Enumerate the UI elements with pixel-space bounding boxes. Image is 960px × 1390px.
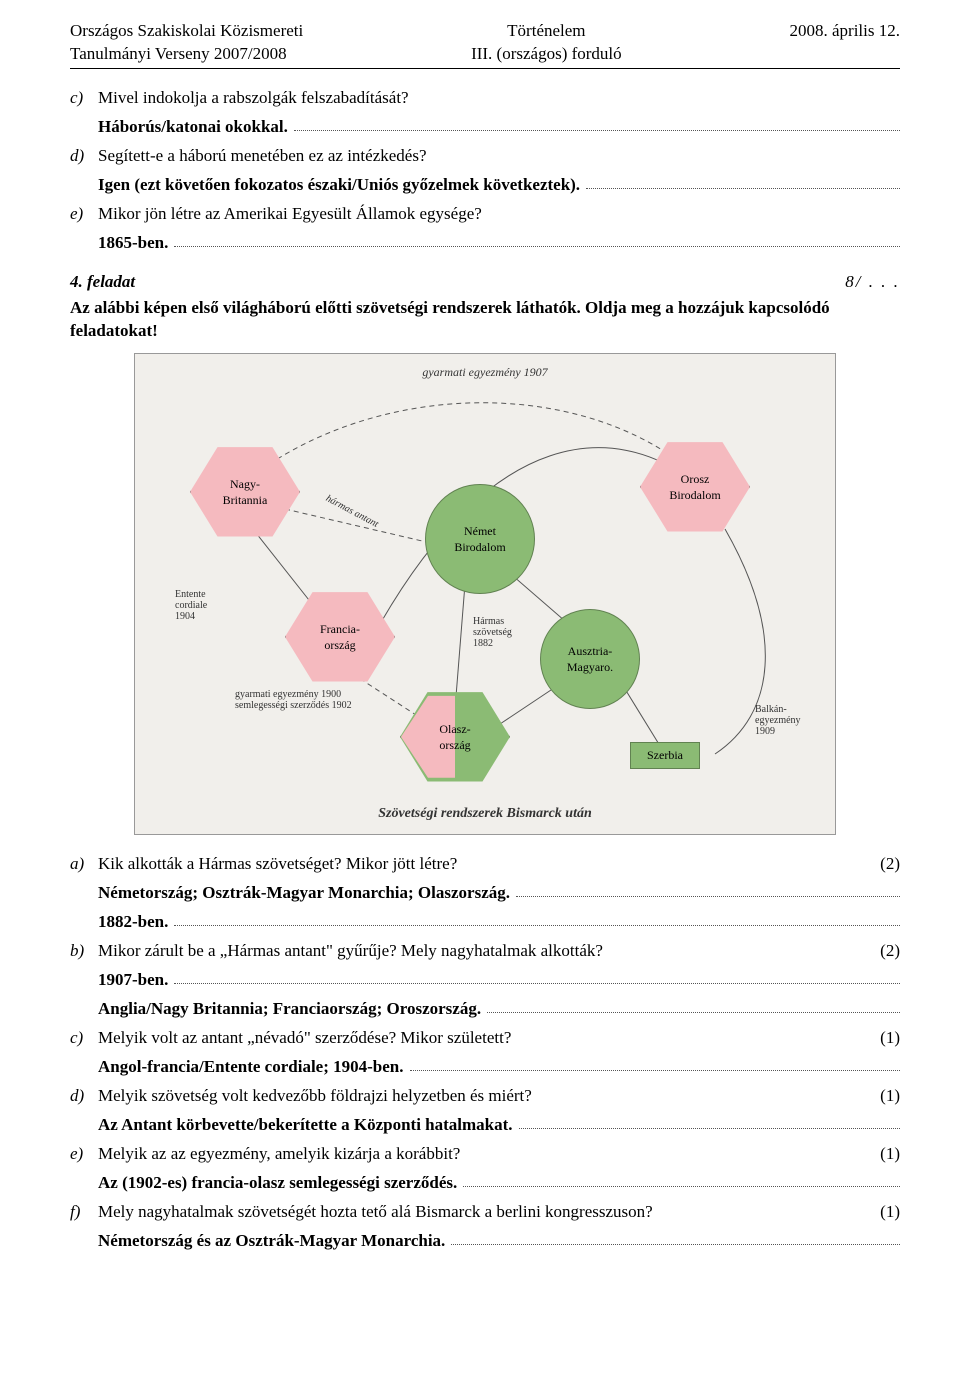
question-letter: c) bbox=[70, 87, 98, 110]
header-center-1: Történelem bbox=[471, 20, 622, 43]
header-right-2: 2008. április 12. bbox=[790, 20, 901, 43]
node-label: Olasz-ország bbox=[439, 721, 470, 753]
question-row: e) Mikor jön létre az Amerikai Egyesült … bbox=[70, 203, 900, 226]
dot-fill bbox=[174, 911, 900, 926]
question-letter: c) bbox=[70, 1027, 98, 1050]
answer-text: 1907-ben. bbox=[98, 969, 168, 992]
task-points: 8/ . . . bbox=[845, 271, 900, 294]
answer-line: Igen (ezt követően fokozatos északi/Unió… bbox=[98, 174, 900, 197]
question-text: Melyik szövetség volt kedvezőbb földrajz… bbox=[98, 1085, 860, 1108]
header-center-2: III. (országos) forduló bbox=[471, 43, 622, 66]
node-label: OroszBirodalom bbox=[669, 471, 720, 503]
node-ah: Ausztria-Magyaro. bbox=[540, 609, 640, 709]
answer-text: Az (1902-es) francia-olasz semlegességi … bbox=[98, 1172, 457, 1195]
header-left-2: Tanulmányi Verseny 2007/2008 bbox=[70, 43, 303, 66]
answer-text: Németország és az Osztrák-Magyar Monarch… bbox=[98, 1230, 445, 1253]
header-right: 2008. április 12. bbox=[790, 20, 901, 66]
answer-text: Háborús/katonai okokkal. bbox=[98, 116, 288, 139]
question-points: (2) bbox=[860, 940, 900, 963]
dot-fill bbox=[294, 115, 900, 130]
answer-text: Németország; Osztrák-Magyar Monarchia; O… bbox=[98, 882, 510, 905]
answer-line: Az Antant körbevette/bekerítette a Közpo… bbox=[98, 1114, 900, 1137]
node-label: Szerbia bbox=[647, 747, 683, 763]
task-label: 4. feladat bbox=[70, 271, 135, 294]
question-row: c) Melyik volt az antant „névadó" szerző… bbox=[70, 1027, 900, 1050]
question-text: Mivel indokolja a rabszolgák felszabadít… bbox=[98, 87, 900, 110]
dot-fill bbox=[586, 173, 900, 188]
question-text: Segített-e a háború menetében ez az inté… bbox=[98, 145, 900, 168]
question-points: (2) bbox=[860, 853, 900, 876]
question-text: Melyik az az egyezmény, amelyik kizárja … bbox=[98, 1143, 860, 1166]
answer-line: Angol-francia/Entente cordiale; 1904-ben… bbox=[98, 1056, 900, 1079]
question-letter: b) bbox=[70, 940, 98, 963]
answer-line: 1865-ben. bbox=[98, 232, 900, 255]
answer-text: Angol-francia/Entente cordiale; 1904-ben… bbox=[98, 1056, 404, 1079]
page: Országos Szakiskolai Közismereti Tanulmá… bbox=[0, 0, 960, 1298]
question-text: Mikor zárult be a „Hármas antant" gyűrűj… bbox=[98, 940, 860, 963]
header-left-1: Országos Szakiskolai Közismereti bbox=[70, 20, 303, 43]
dot-fill bbox=[487, 998, 900, 1013]
dot-fill bbox=[516, 882, 900, 897]
node-label: Nagy-Britannia bbox=[223, 476, 268, 508]
answer-text: Igen (ezt követően fokozatos északi/Unió… bbox=[98, 174, 580, 197]
dot-fill bbox=[463, 1171, 900, 1186]
node-srb: Szerbia bbox=[630, 742, 700, 768]
question-letter: e) bbox=[70, 203, 98, 226]
question-row: f) Mely nagyhatalmak szövetségét hozta t… bbox=[70, 1201, 900, 1224]
question-letter: d) bbox=[70, 1085, 98, 1108]
header-left: Országos Szakiskolai Közismereti Tanulmá… bbox=[70, 20, 303, 66]
node-label: NémetBirodalom bbox=[454, 523, 505, 555]
dot-fill bbox=[519, 1113, 900, 1128]
question-points: (1) bbox=[860, 1201, 900, 1224]
answer-line: Háborús/katonai okokkal. bbox=[98, 116, 900, 139]
answer-line: 1882-ben. bbox=[98, 911, 900, 934]
question-text: Kik alkották a Hármas szövetséget? Mikor… bbox=[98, 853, 860, 876]
answer-line: 1907-ben. bbox=[98, 969, 900, 992]
task-header: 4. feladat 8/ . . . bbox=[70, 271, 900, 294]
question-points: (1) bbox=[860, 1085, 900, 1108]
question-row: d) Melyik szövetség volt kedvezőbb földr… bbox=[70, 1085, 900, 1108]
label-entente: Ententecordiale1904 bbox=[175, 589, 207, 622]
task-description: Az alábbi képen első világháború előtti … bbox=[70, 297, 900, 343]
answer-text: 1865-ben. bbox=[98, 232, 168, 255]
answer-line: Németország és az Osztrák-Magyar Monarch… bbox=[98, 1230, 900, 1253]
answer-text: Anglia/Nagy Britannia; Franciaország; Or… bbox=[98, 998, 481, 1021]
question-row: e) Melyik az az egyezmény, amelyik kizár… bbox=[70, 1143, 900, 1166]
question-text: Mikor jön létre az Amerikai Egyesült Áll… bbox=[98, 203, 900, 226]
question-text: Melyik volt az antant „névadó" szerződés… bbox=[98, 1027, 860, 1050]
question-row: d) Segített-e a háború menetében ez az i… bbox=[70, 145, 900, 168]
question-points: (1) bbox=[860, 1143, 900, 1166]
question-letter: f) bbox=[70, 1201, 98, 1224]
dot-fill bbox=[410, 1055, 901, 1070]
answer-line: Németország; Osztrák-Magyar Monarchia; O… bbox=[98, 882, 900, 905]
node-de: NémetBirodalom bbox=[425, 484, 535, 594]
label-gyarmat: gyarmati egyezmény 1900semlegességi szer… bbox=[235, 689, 352, 711]
header-center: Történelem III. (országos) forduló bbox=[471, 20, 622, 66]
question-row: b) Mikor zárult be a „Hármas antant" gyű… bbox=[70, 940, 900, 963]
answer-line: Az (1902-es) francia-olasz semlegességi … bbox=[98, 1172, 900, 1195]
node-label: Ausztria-Magyaro. bbox=[567, 643, 613, 675]
question-points: (1) bbox=[860, 1027, 900, 1050]
label-harmas-szov: Hármasszövetség1882 bbox=[473, 616, 512, 649]
dot-fill bbox=[174, 231, 900, 246]
dot-fill bbox=[174, 969, 900, 984]
question-letter: d) bbox=[70, 145, 98, 168]
label-balkan: Balkán-egyezmény1909 bbox=[755, 704, 801, 737]
dot-fill bbox=[451, 1229, 900, 1244]
question-letter: a) bbox=[70, 853, 98, 876]
answer-text: Az Antant körbevette/bekerítette a Közpo… bbox=[98, 1114, 513, 1137]
answer-line: Anglia/Nagy Britannia; Franciaország; Or… bbox=[98, 998, 900, 1021]
question-letter: e) bbox=[70, 1143, 98, 1166]
answer-text: 1882-ben. bbox=[98, 911, 168, 934]
question-row: a) Kik alkották a Hármas szövetséget? Mi… bbox=[70, 853, 900, 876]
question-text: Mely nagyhatalmak szövetségét hozta tető… bbox=[98, 1201, 860, 1224]
alliance-diagram: gyarmati egyezmény 1907 Nagy-Bri bbox=[134, 353, 836, 835]
page-header: Országos Szakiskolai Közismereti Tanulmá… bbox=[70, 20, 900, 69]
node-label: Francia-ország bbox=[320, 621, 360, 653]
question-row: c) Mivel indokolja a rabszolgák felszaba… bbox=[70, 87, 900, 110]
